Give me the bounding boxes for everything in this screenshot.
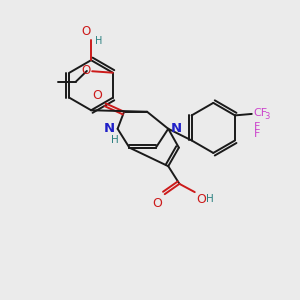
Text: O: O — [81, 25, 91, 38]
Text: H: H — [206, 194, 214, 205]
Text: F: F — [254, 129, 260, 139]
Text: F: F — [254, 122, 260, 132]
Text: O: O — [92, 89, 102, 102]
Text: O: O — [82, 64, 91, 77]
Text: N: N — [171, 122, 182, 135]
Text: N: N — [103, 122, 115, 135]
Text: H: H — [95, 36, 103, 46]
Text: CF: CF — [253, 108, 267, 118]
Text: 3: 3 — [264, 112, 270, 122]
Text: O: O — [152, 196, 162, 209]
Text: O: O — [196, 193, 206, 206]
Text: H: H — [111, 135, 119, 145]
